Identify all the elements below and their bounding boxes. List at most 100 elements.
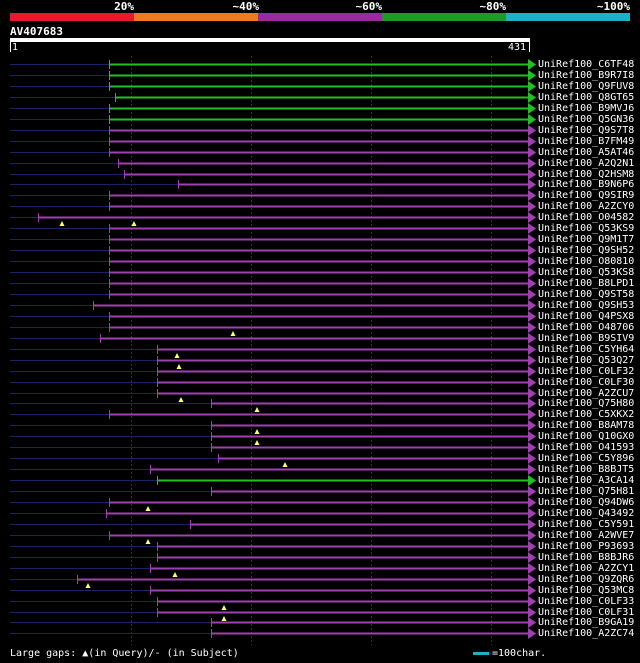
- hit-label[interactable]: UniRef100_Q4PSX8: [538, 311, 635, 322]
- hit-label[interactable]: UniRef100_Q75H80: [538, 398, 635, 409]
- hit-label[interactable]: UniRef100_B7FM49: [538, 136, 635, 147]
- hit-arrow: [528, 519, 536, 530]
- gap-marker: [176, 364, 182, 369]
- hit-arrow: [528, 256, 536, 267]
- hit-label[interactable]: UniRef100_Q9SIR9: [538, 190, 635, 201]
- hit-label[interactable]: UniRef100_Q53KS9: [538, 223, 635, 234]
- hit-label[interactable]: UniRef100_Q8GT65: [538, 92, 635, 103]
- hit-arrow: [528, 388, 536, 399]
- hit-label[interactable]: UniRef100_A5AT46: [538, 147, 635, 158]
- hit-arrow: [528, 147, 536, 158]
- hit-label[interactable]: UniRef100_Q5GN36: [538, 114, 635, 125]
- hit-label[interactable]: UniRef100_A2ZCY1: [538, 563, 635, 574]
- hit-arrow: [528, 234, 536, 245]
- hit-label[interactable]: UniRef100_Q9SH52: [538, 245, 635, 256]
- hit-label[interactable]: UniRef100_B9MVJ6: [538, 103, 635, 114]
- hit-label[interactable]: UniRef100_A2ZCY0: [538, 201, 635, 212]
- hit-label[interactable]: UniRef100_C5Y591: [538, 519, 635, 530]
- hit-arrow: [528, 136, 536, 147]
- hit-arrow: [528, 355, 536, 366]
- hit-label[interactable]: UniRef100_Q94DW6: [538, 497, 635, 508]
- hit-label[interactable]: UniRef100_B8BJT5: [538, 464, 635, 475]
- hit-label[interactable]: UniRef100_Q9FUV8: [538, 81, 635, 92]
- hit-label[interactable]: UniRef100_A2WVE7: [538, 530, 635, 541]
- hit-arrow: [528, 541, 536, 552]
- gap-marker: [172, 572, 178, 577]
- hit-arrow: [528, 125, 536, 136]
- hit-arrow: [528, 81, 536, 92]
- hit-label[interactable]: UniRef100_C0LF31: [538, 607, 635, 618]
- gap-marker: [254, 440, 260, 445]
- gap-marker: [145, 539, 151, 544]
- hit-arrow: [528, 552, 536, 563]
- hit-arrow: [528, 212, 536, 223]
- hit-label[interactable]: UniRef100_C6TF48: [538, 59, 635, 70]
- hit-label[interactable]: UniRef100_O80810: [538, 256, 635, 267]
- hit-arrow: [528, 431, 536, 442]
- hit-arrow: [528, 574, 536, 585]
- hit-label[interactable]: UniRef100_Q9SH53: [538, 300, 635, 311]
- gap-marker: [230, 331, 236, 336]
- hit-label[interactable]: UniRef100_B8AM78: [538, 420, 635, 431]
- hit-arrow: [528, 158, 536, 169]
- gap-marker: [254, 407, 260, 412]
- hit-arrow: [528, 596, 536, 607]
- identity-label-60: ~60%: [355, 0, 383, 13]
- hit-label[interactable]: UniRef100_Q53MC8: [538, 585, 635, 596]
- hit-label[interactable]: UniRef100_O04582: [538, 212, 635, 223]
- hit-arrow: [528, 530, 536, 541]
- gap-marker: [221, 605, 227, 610]
- hit-label[interactable]: UniRef100_C5XKX2: [538, 409, 635, 420]
- hit-label[interactable]: UniRef100_B9N6P6: [538, 179, 635, 190]
- hit-label[interactable]: UniRef100_Q2HSM8: [538, 169, 635, 180]
- hit-label[interactable]: UniRef100_A2ZC74: [538, 628, 635, 639]
- gap-marker: [174, 353, 180, 358]
- hit-label[interactable]: UniRef100_Q75H81: [538, 486, 635, 497]
- scale-bar-icon: [473, 651, 489, 655]
- hit-label[interactable]: UniRef100_Q10GX0: [538, 431, 635, 442]
- hit-label[interactable]: UniRef100_Q9M1T7: [538, 234, 635, 245]
- hit-label[interactable]: UniRef100_Q9ST58: [538, 289, 635, 300]
- hit-label[interactable]: UniRef100_B9R7I8: [538, 70, 635, 81]
- in-subject-label: - (in Subject): [154, 648, 239, 659]
- hit-label[interactable]: UniRef100_Q9S7T8: [538, 125, 635, 136]
- identity-band: [10, 13, 134, 21]
- in-query-label: (in Query)/: [88, 648, 155, 659]
- hit-arrow: [528, 201, 536, 212]
- hit-label[interactable]: UniRef100_A2ZCU7: [538, 388, 635, 399]
- gap-marker: [145, 506, 151, 511]
- hit-label[interactable]: UniRef100_Q43492: [538, 508, 635, 519]
- hit-label[interactable]: UniRef100_O48706: [538, 322, 635, 333]
- hit-arrow: [528, 464, 536, 475]
- hit-label[interactable]: UniRef100_C5YH64: [538, 344, 635, 355]
- hit-label[interactable]: UniRef100_Q9ZQR6: [538, 574, 635, 585]
- gap-marker: [59, 221, 65, 226]
- hit-label[interactable]: UniRef100_C0LF30: [538, 377, 635, 388]
- hit-label[interactable]: UniRef100_A3CA14: [538, 475, 635, 486]
- hit-arrow: [528, 563, 536, 574]
- hit-label[interactable]: UniRef100_C0LF32: [538, 366, 635, 377]
- hit-arrow: [528, 617, 536, 628]
- hit-arrow: [528, 442, 536, 453]
- hit-label[interactable]: UniRef100_B9SIV9: [538, 333, 635, 344]
- hit-label[interactable]: UniRef100_O41593: [538, 442, 635, 453]
- hit-label[interactable]: UniRef100_C5Y896: [538, 453, 635, 464]
- hit-label[interactable]: UniRef100_A2Q2N1: [538, 158, 635, 169]
- hit-label[interactable]: UniRef100_B9GA19: [538, 617, 635, 628]
- hit-arrow: [528, 420, 536, 431]
- hit-label[interactable]: UniRef100_B8BJR6: [538, 552, 635, 563]
- hit-label[interactable]: UniRef100_B8LPD1: [538, 278, 635, 289]
- hit-arrow: [528, 607, 536, 618]
- hit-label[interactable]: UniRef100_C0LF33: [538, 596, 635, 607]
- hit-arrow: [528, 169, 536, 180]
- hit-arrow: [528, 70, 536, 81]
- hit-label[interactable]: UniRef100_Q53Q27: [538, 355, 635, 366]
- hit-arrow: [528, 453, 536, 464]
- hit-arrow: [528, 322, 536, 333]
- hit-arrow: [528, 311, 536, 322]
- hit-label[interactable]: UniRef100_Q53KS8: [538, 267, 635, 278]
- gap-marker: [131, 221, 137, 226]
- hit-label[interactable]: UniRef100_P93693: [538, 541, 635, 552]
- scale-legend: =100char.: [473, 648, 546, 659]
